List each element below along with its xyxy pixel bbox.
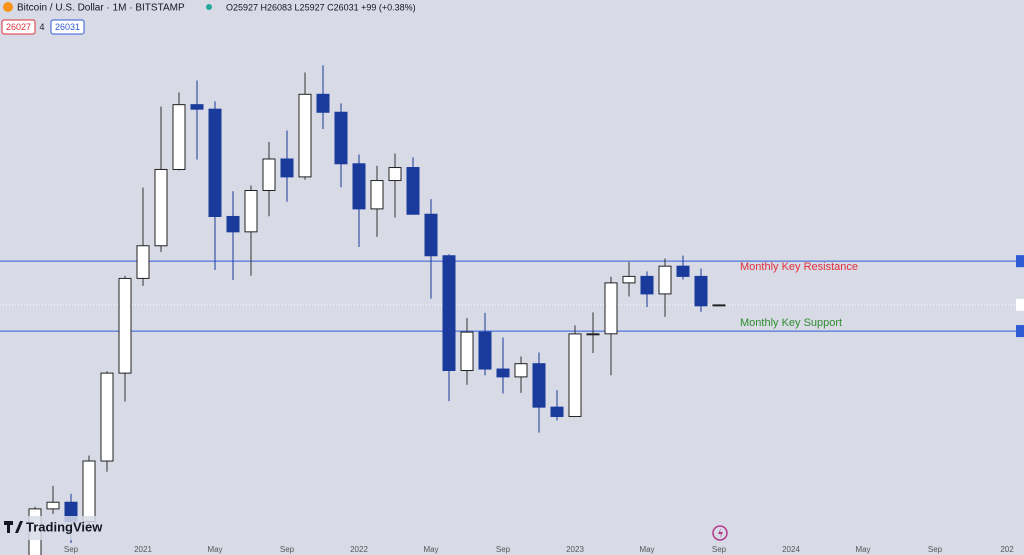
icon-bolt <box>718 528 723 538</box>
x-tick-label: 202 <box>1000 545 1014 554</box>
x-tick-label: May <box>639 545 654 554</box>
candle-body <box>280 158 294 178</box>
header: Bitcoin / U.S. Dollar · 1M · BITSTAMP O2… <box>1 2 416 35</box>
candle-body <box>640 275 654 295</box>
symbol-title: Bitcoin / U.S. Dollar · 1M · BITSTAMP <box>17 3 185 14</box>
candle-body <box>442 255 456 372</box>
candle-body <box>118 277 132 374</box>
candle-body <box>622 275 636 284</box>
candle-body <box>694 275 708 307</box>
x-tick-label: 2021 <box>134 545 152 554</box>
candle-body <box>424 213 438 257</box>
spread: 4 <box>39 22 44 32</box>
market-status <box>206 4 212 10</box>
replay-icon[interactable] <box>712 525 728 541</box>
candle-body <box>190 104 204 110</box>
candle-body <box>568 333 582 417</box>
candle-body <box>586 333 600 336</box>
logo-text: TradingView <box>26 519 103 534</box>
icon-ring <box>712 525 728 541</box>
x-tick-label: 2022 <box>350 545 368 554</box>
level-axis-tag <box>1016 325 1024 338</box>
level-label: Monthly Key Support <box>740 317 842 329</box>
candle-body <box>316 93 330 113</box>
candle-body <box>496 368 510 378</box>
bid-box[interactable] <box>1 19 36 35</box>
candle-body <box>460 331 474 372</box>
candle-body <box>370 180 384 210</box>
candle-body <box>352 163 366 210</box>
symbol-icon <box>3 2 13 12</box>
candle-body <box>676 265 690 277</box>
candle-body <box>136 245 150 279</box>
last-price-tag <box>1016 298 1024 311</box>
ask-price: 26031 <box>55 22 80 32</box>
candle-body <box>226 215 240 233</box>
candle-body <box>406 167 420 215</box>
candle-body <box>82 460 96 523</box>
candle-body <box>712 304 726 307</box>
candle-body <box>154 168 168 247</box>
ask-box[interactable] <box>50 19 85 35</box>
x-tick-label: Sep <box>280 545 295 554</box>
candle-body <box>478 331 492 370</box>
x-tick-label: Sep <box>928 545 943 554</box>
ohlc-header: O25927 H26083 L25927 C26031 +99 (+0.38%) <box>226 2 416 12</box>
candle-body <box>550 406 564 417</box>
x-tick-label: 2023 <box>566 545 584 554</box>
logo-mark <box>4 521 23 533</box>
candle-body <box>100 372 114 462</box>
logo: TradingView <box>0 516 118 540</box>
x-tick-label: May <box>207 545 222 554</box>
level-label: Monthly Key Resistance <box>740 261 858 273</box>
level-axis-tag <box>1016 255 1024 268</box>
x-tick-label: Sep <box>496 545 511 554</box>
candle-body <box>262 158 276 191</box>
candle-body <box>514 363 528 378</box>
bid-price: 26027 <box>6 22 31 32</box>
candle-body <box>298 93 312 178</box>
x-tick-label: Sep <box>712 545 727 554</box>
x-tick-label: May <box>423 545 438 554</box>
candle-body <box>532 363 546 408</box>
candle-body <box>658 265 672 295</box>
x-tick-label: May <box>855 545 870 554</box>
candle-body <box>388 167 402 182</box>
candle-body <box>208 108 222 217</box>
candle-body <box>172 104 186 170</box>
x-tick-label: 2024 <box>782 545 800 554</box>
candle-body <box>604 282 618 335</box>
candle-body <box>244 189 258 233</box>
candle-body <box>334 111 348 165</box>
candle-body <box>46 501 60 510</box>
x-tick-label: Sep <box>64 545 79 554</box>
